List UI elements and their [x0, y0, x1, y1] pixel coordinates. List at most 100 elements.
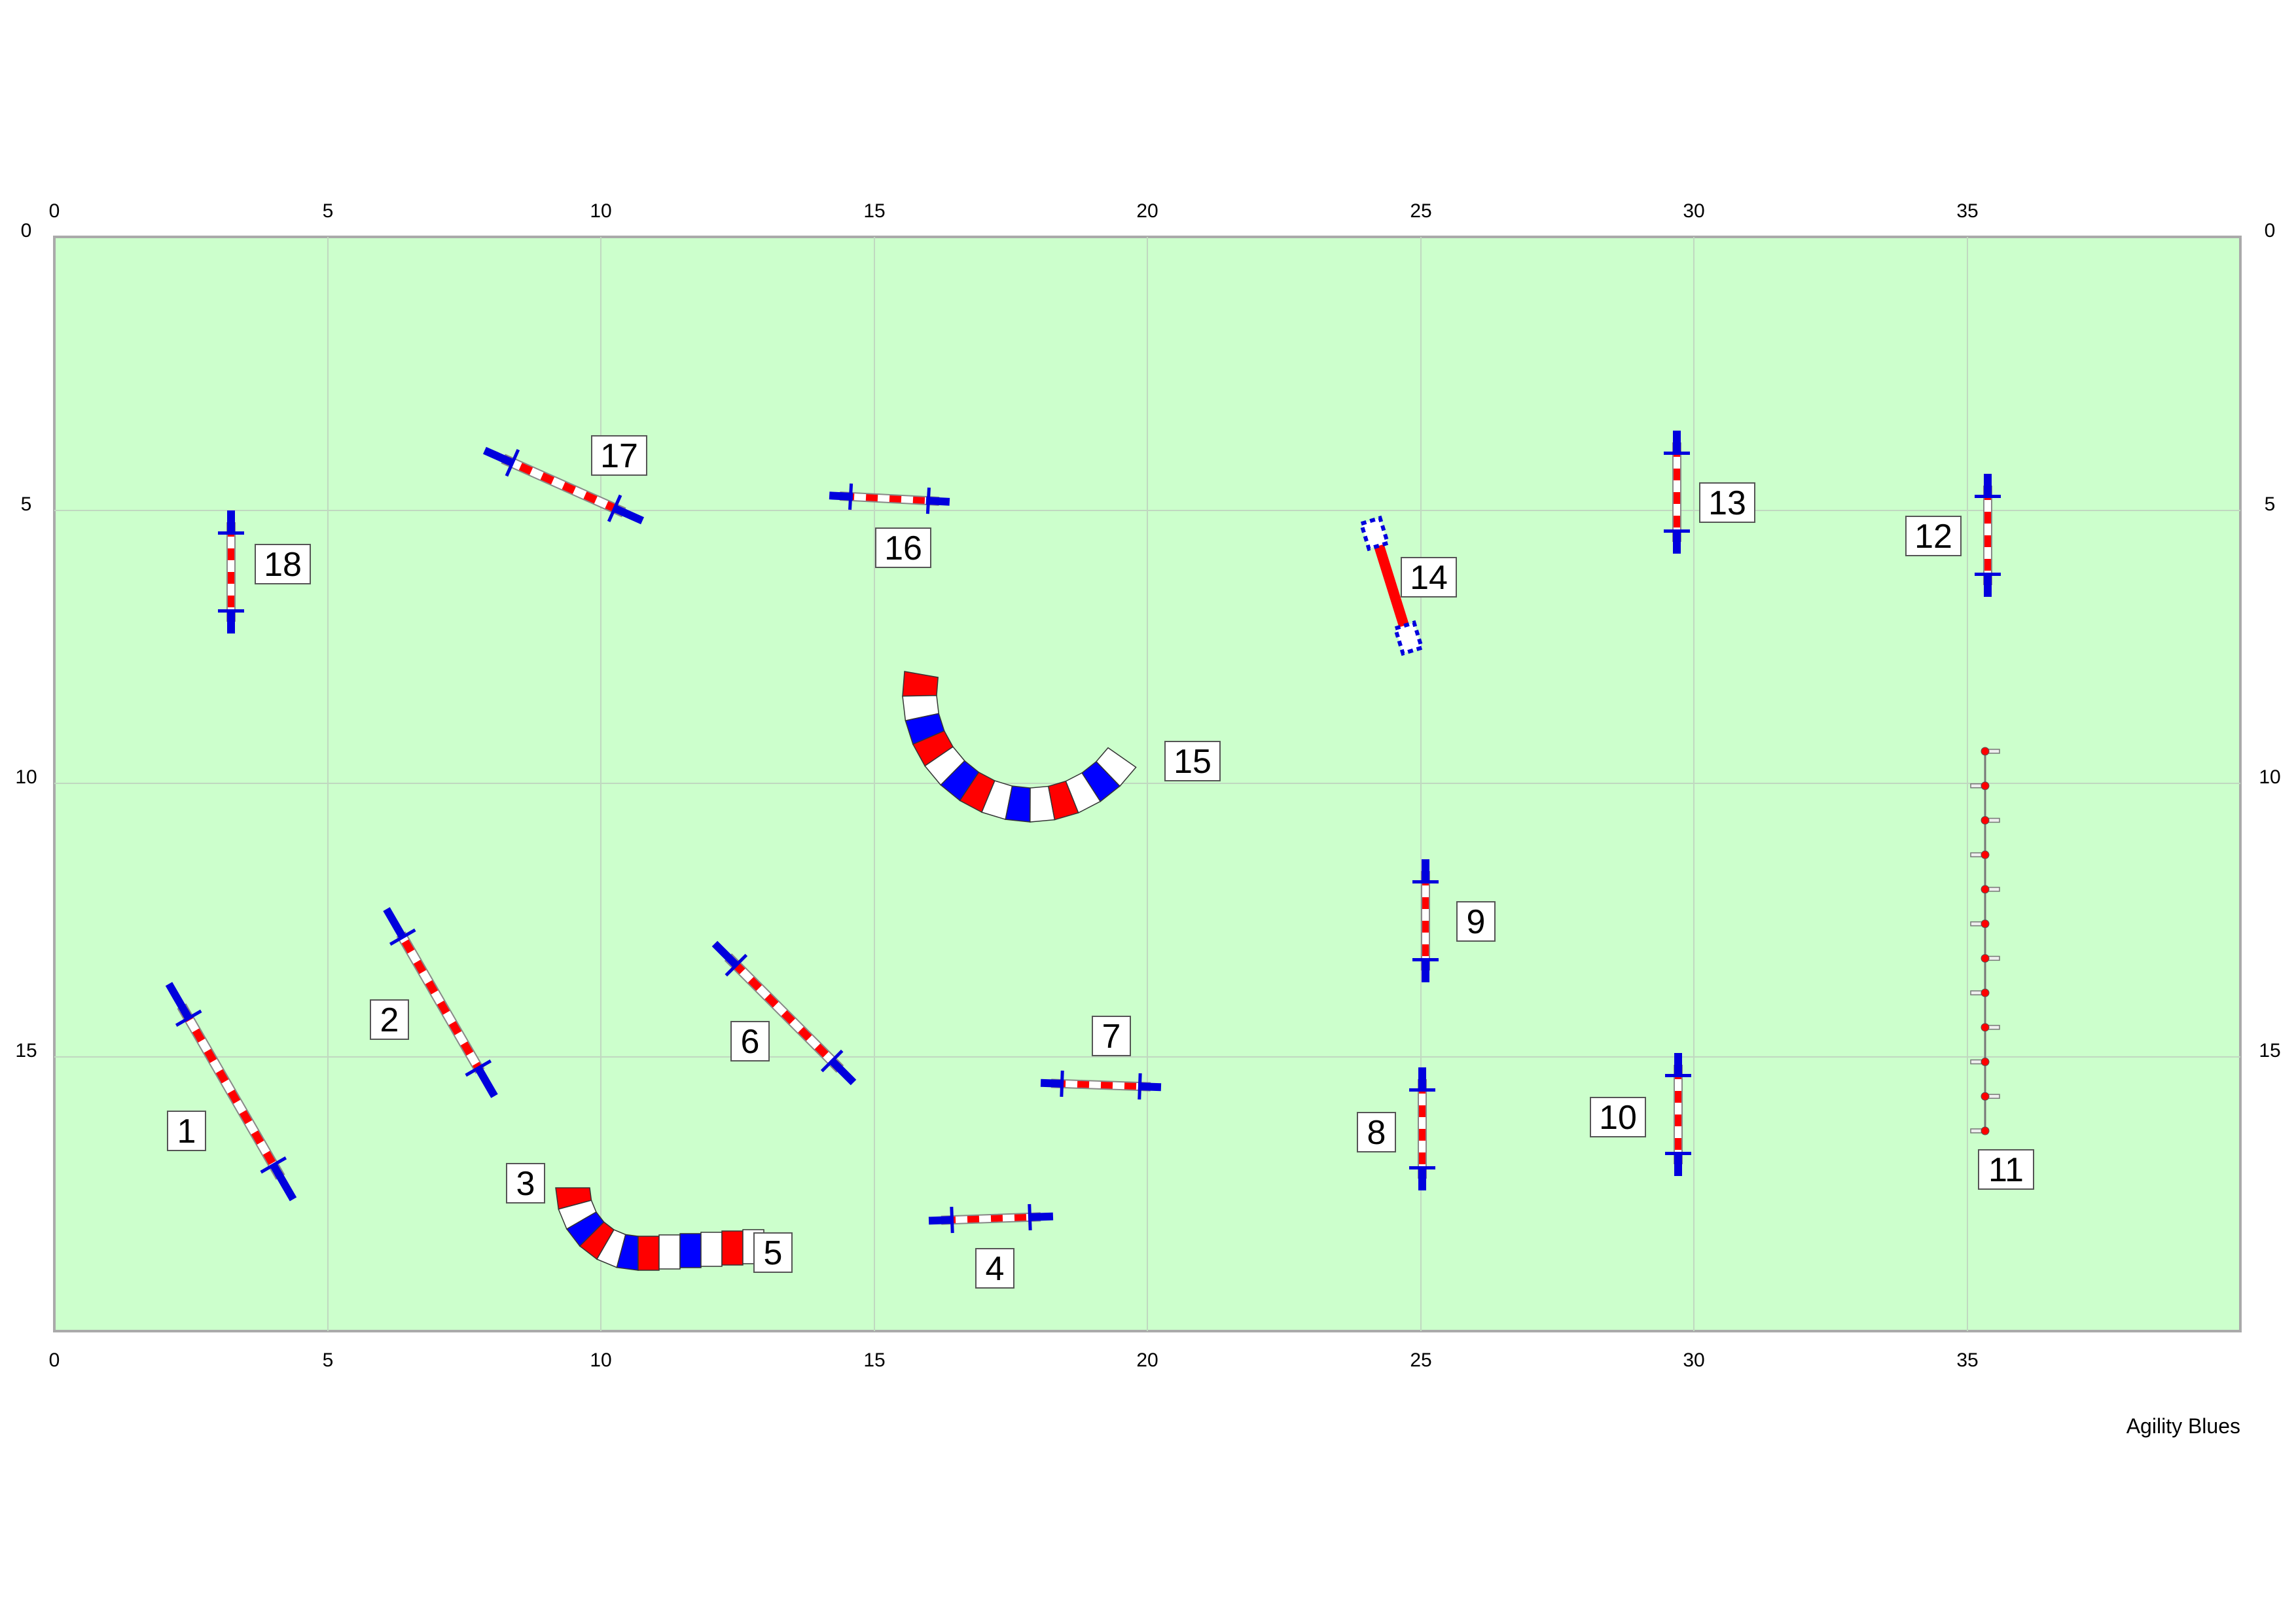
tick-label: 35	[1956, 200, 1978, 222]
tick-label: 0	[49, 1349, 60, 1371]
jump-6	[711, 940, 857, 1086]
tunnel-segment	[658, 1234, 681, 1270]
credit-text: Agility Blues	[2126, 1414, 2240, 1438]
jump-13	[1664, 431, 1690, 554]
tick-label: 30	[1683, 200, 1704, 222]
svg-text:10: 10	[1599, 1099, 1637, 1137]
label-7: 7	[1092, 1016, 1131, 1056]
jump-18	[218, 510, 244, 633]
tick-label: 0	[21, 220, 32, 241]
tick-label: 15	[2259, 1040, 2280, 1061]
label-4: 4	[975, 1248, 1014, 1289]
label-14: 14	[1401, 557, 1457, 597]
weave-poles-11	[1970, 747, 2000, 1135]
svg-text:18: 18	[264, 546, 302, 584]
tunnel-segment	[1095, 747, 1137, 787]
tick-label: 10	[590, 200, 611, 222]
svg-text:15: 15	[1174, 743, 1211, 781]
tick-label: 20	[1136, 200, 1158, 222]
weave-pole	[1981, 747, 1990, 756]
tunnel-3-5	[555, 1187, 764, 1271]
tick-label: 35	[1956, 1349, 1978, 1371]
label-18: 18	[255, 544, 311, 584]
svg-text:4: 4	[986, 1250, 1005, 1288]
label-13: 13	[1699, 482, 1755, 523]
x-axis-bottom: 0 5 10 15 20 25 30 35	[49, 1349, 1979, 1371]
tick-label: 10	[2259, 766, 2280, 788]
jump-12	[1975, 474, 2001, 597]
svg-text:16: 16	[884, 529, 922, 567]
tunnel-15	[902, 671, 1137, 823]
label-8: 8	[1357, 1112, 1396, 1152]
weave-pole	[1981, 1058, 1990, 1067]
weave-pole	[1981, 1092, 1990, 1101]
tick-label: 25	[1410, 1349, 1431, 1371]
svg-text:11: 11	[1988, 1151, 2024, 1189]
tick-label: 25	[1410, 200, 1431, 222]
weave-pole	[1981, 1126, 1990, 1135]
label-15: 15	[1164, 741, 1221, 781]
jump-17	[482, 446, 645, 525]
tunnel-segment	[679, 1233, 702, 1268]
jump-8	[1409, 1067, 1435, 1190]
jump-7	[1040, 1070, 1162, 1100]
svg-text:1: 1	[177, 1113, 196, 1150]
label-6: 6	[730, 1021, 770, 1061]
tick-label: 0	[2265, 220, 2276, 241]
svg-text:3: 3	[516, 1165, 535, 1203]
jump-2	[383, 907, 498, 1098]
weave-pole	[1981, 954, 1990, 963]
weave-pole	[1981, 815, 1990, 825]
jump-10	[1665, 1053, 1691, 1176]
jump-4	[928, 1204, 1054, 1234]
tick-label: 0	[49, 200, 60, 222]
svg-text:6: 6	[741, 1023, 760, 1061]
tick-label: 5	[21, 493, 32, 515]
tick-label: 30	[1683, 1349, 1704, 1371]
label-2: 2	[370, 999, 409, 1040]
tick-label: 15	[15, 1040, 37, 1061]
label-16: 16	[875, 527, 931, 568]
jump-16	[829, 483, 950, 514]
tick-label: 15	[863, 1349, 885, 1371]
svg-text:5: 5	[764, 1234, 783, 1272]
y-axis-right: 0 5 10 15	[2259, 220, 2280, 1061]
tick-label: 5	[323, 200, 334, 222]
tick-label: 15	[863, 200, 885, 222]
label-10: 10	[1590, 1097, 1646, 1137]
x-axis-top: 0 5 10 15 20 25 30 35	[49, 200, 1979, 222]
tick-label: 5	[2265, 493, 2276, 515]
tunnel-segment	[721, 1230, 744, 1266]
tick-label: 20	[1136, 1349, 1158, 1371]
weave-pole	[1981, 885, 1990, 894]
svg-text:14: 14	[1410, 559, 1448, 597]
tick-label: 10	[15, 766, 37, 788]
label-9: 9	[1456, 901, 1496, 942]
label-1: 1	[167, 1111, 206, 1151]
jump-9	[1412, 859, 1439, 982]
dog-walk-14	[1359, 515, 1424, 656]
label-12: 12	[1905, 516, 1962, 556]
label-3: 3	[506, 1163, 545, 1204]
svg-text:8: 8	[1367, 1114, 1386, 1152]
weave-pole	[1981, 988, 1990, 997]
jump-1	[165, 982, 297, 1202]
weave-pole	[1981, 919, 1990, 929]
label-17: 17	[591, 435, 647, 476]
svg-text:2: 2	[380, 1001, 399, 1039]
weave-pole	[1981, 781, 1990, 791]
svg-text:12: 12	[1914, 518, 1952, 556]
label-11: 11	[1978, 1149, 2034, 1190]
number-labels: 1 2 3 4 5 6 7 8 9 10 11 12 13 14 15 16 1…	[167, 435, 2034, 1289]
grid	[54, 237, 2240, 1331]
weave-pole	[1981, 850, 1990, 859]
weave-pole	[1981, 1023, 1990, 1032]
svg-text:7: 7	[1102, 1018, 1121, 1056]
y-axis-left: 0 5 10 15	[15, 220, 37, 1061]
tick-label: 10	[590, 1349, 611, 1371]
svg-text:9: 9	[1467, 903, 1486, 941]
tunnel-segment	[700, 1232, 723, 1267]
svg-text:13: 13	[1708, 484, 1746, 522]
tunnel-segment	[637, 1236, 660, 1271]
